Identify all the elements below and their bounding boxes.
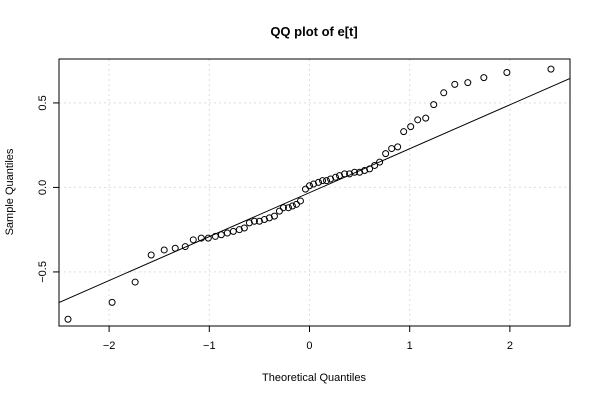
data-point [301, 185, 309, 193]
data-point [288, 202, 296, 210]
chart-title: QQ plot of e[t] [270, 24, 357, 39]
data-point [315, 178, 323, 186]
y-tick-label: 0.5 [37, 95, 49, 110]
data-point [371, 161, 379, 169]
data-point [292, 200, 300, 208]
points-group [64, 65, 555, 323]
data-point [451, 80, 459, 88]
data-point [309, 180, 317, 188]
y-tick-label: 0.0 [37, 180, 49, 195]
data-point [223, 229, 231, 237]
data-point [296, 197, 304, 205]
data-point [361, 167, 369, 175]
x-tick-label: 2 [507, 340, 513, 352]
x-tick-label: −1 [203, 340, 216, 352]
plot-frame [58, 58, 571, 327]
data-point [279, 204, 287, 212]
data-point [366, 165, 374, 173]
data-point [204, 234, 212, 242]
data-point [336, 172, 344, 180]
x-tick-label: 0 [306, 340, 312, 352]
data-point [356, 168, 364, 176]
y-tick-label: −0.5 [37, 261, 49, 283]
data-point [323, 177, 331, 185]
x-axis: −2 −1 0 1 2 [103, 326, 513, 352]
data-point [147, 251, 155, 259]
data-point [388, 145, 396, 153]
data-point [319, 177, 327, 185]
data-point [250, 217, 258, 225]
data-point [240, 224, 248, 232]
data-point [407, 123, 415, 131]
data-point [64, 315, 72, 323]
data-point [189, 236, 197, 244]
data-point [265, 214, 273, 222]
x-tick-label: 1 [407, 340, 413, 352]
data-point [284, 204, 292, 212]
data-point [171, 244, 179, 252]
data-point [351, 168, 359, 176]
data-point [376, 158, 384, 166]
data-point [181, 243, 189, 251]
data-point [131, 278, 139, 286]
data-point [503, 69, 511, 77]
data-point [400, 128, 408, 136]
data-point [270, 212, 278, 220]
y-axis-label: Sample Quantiles [4, 148, 16, 235]
data-point [108, 298, 116, 306]
data-point [217, 231, 225, 239]
data-point [422, 114, 430, 122]
data-point [382, 150, 390, 158]
x-tick-label: −2 [103, 340, 116, 352]
data-point [160, 246, 168, 254]
data-point [464, 79, 472, 87]
y-axis: −0.5 0.0 0.5 [37, 95, 59, 283]
data-point [332, 173, 340, 181]
data-point [255, 217, 263, 225]
data-point [547, 65, 555, 73]
data-point [235, 226, 243, 234]
data-point [430, 101, 438, 109]
data-point [394, 143, 402, 151]
data-point [327, 175, 335, 183]
data-point [480, 74, 488, 82]
data-point [305, 182, 313, 190]
data-point [245, 219, 253, 227]
x-axis-label: Theoretical Quantiles [262, 372, 366, 384]
grid [59, 59, 570, 326]
data-point [229, 227, 237, 235]
reference-line [59, 77, 570, 303]
reference-line-group [59, 77, 570, 303]
data-point [440, 89, 448, 97]
data-point [197, 234, 205, 242]
data-point [260, 216, 268, 224]
data-point [275, 207, 283, 215]
data-point [346, 170, 354, 178]
data-point [341, 170, 349, 178]
data-point [414, 116, 422, 124]
